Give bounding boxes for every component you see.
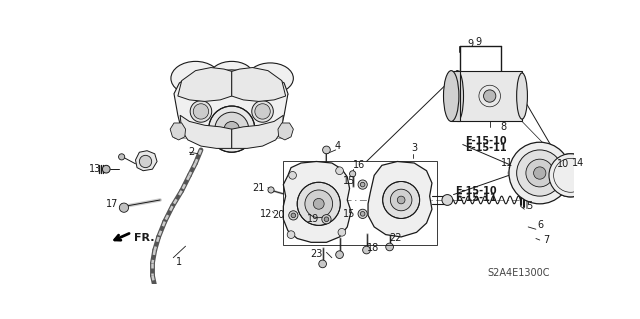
Circle shape [390, 189, 412, 211]
Circle shape [336, 167, 344, 174]
Text: 20: 20 [272, 210, 284, 220]
Text: 17: 17 [106, 199, 118, 209]
Circle shape [289, 211, 298, 220]
Polygon shape [284, 161, 351, 242]
Circle shape [397, 196, 405, 204]
Circle shape [324, 217, 329, 221]
Circle shape [322, 215, 331, 224]
Polygon shape [232, 68, 285, 101]
Circle shape [140, 155, 152, 168]
Text: 9: 9 [475, 37, 481, 47]
Circle shape [297, 182, 340, 226]
Circle shape [305, 190, 333, 218]
Circle shape [383, 182, 420, 219]
Circle shape [516, 150, 563, 196]
Text: 5: 5 [527, 201, 533, 211]
Circle shape [358, 180, 367, 189]
Polygon shape [232, 115, 284, 148]
Text: E-15-10: E-15-10 [465, 136, 507, 146]
Text: 6: 6 [538, 220, 543, 230]
Circle shape [386, 243, 394, 251]
Polygon shape [174, 70, 288, 148]
Circle shape [349, 171, 356, 177]
Polygon shape [458, 70, 522, 122]
Circle shape [252, 101, 273, 122]
Circle shape [534, 167, 546, 179]
Circle shape [363, 246, 371, 254]
Circle shape [119, 203, 129, 212]
Circle shape [287, 231, 295, 239]
Text: S2A4E1300C: S2A4E1300C [488, 268, 550, 278]
Ellipse shape [451, 70, 463, 122]
Polygon shape [278, 123, 293, 140]
Circle shape [358, 209, 367, 219]
Circle shape [289, 172, 296, 179]
Circle shape [360, 182, 365, 187]
Polygon shape [136, 151, 157, 171]
Text: 11: 11 [501, 158, 513, 168]
Circle shape [319, 260, 326, 268]
Text: FR.: FR. [134, 234, 154, 243]
Circle shape [215, 112, 249, 146]
Text: 10: 10 [557, 159, 569, 169]
Text: E-15-11: E-15-11 [455, 193, 497, 204]
Circle shape [102, 165, 110, 173]
Text: 23: 23 [310, 249, 323, 259]
Text: 3: 3 [411, 143, 417, 153]
Text: 13: 13 [90, 164, 102, 174]
Circle shape [442, 195, 452, 205]
Circle shape [291, 213, 296, 218]
Text: 22: 22 [390, 234, 402, 243]
Circle shape [336, 251, 344, 258]
Text: 18: 18 [367, 243, 379, 253]
Ellipse shape [444, 70, 459, 122]
Text: 15: 15 [344, 209, 356, 219]
Circle shape [268, 187, 274, 193]
Ellipse shape [210, 61, 253, 89]
Ellipse shape [247, 63, 293, 94]
Circle shape [255, 104, 270, 119]
Text: 4: 4 [334, 141, 340, 151]
Text: 15: 15 [344, 176, 356, 186]
Circle shape [549, 154, 592, 197]
Circle shape [338, 228, 346, 236]
Circle shape [224, 122, 239, 137]
Circle shape [323, 146, 330, 154]
Text: 12: 12 [260, 209, 273, 219]
Circle shape [118, 154, 125, 160]
Text: 2: 2 [189, 147, 195, 157]
Text: 1: 1 [177, 256, 182, 267]
Polygon shape [178, 68, 232, 101]
Polygon shape [368, 161, 432, 237]
Ellipse shape [516, 73, 527, 119]
Circle shape [314, 198, 324, 209]
Text: E-15-10: E-15-10 [455, 186, 497, 196]
Circle shape [360, 211, 365, 216]
Circle shape [193, 104, 209, 119]
Text: E-15-11: E-15-11 [465, 143, 507, 153]
Circle shape [190, 101, 212, 122]
Text: 7: 7 [543, 235, 549, 245]
Circle shape [484, 90, 496, 102]
Text: 8: 8 [500, 122, 507, 132]
Circle shape [526, 159, 554, 187]
Circle shape [509, 142, 570, 204]
Text: 19: 19 [307, 214, 319, 224]
Text: 16: 16 [353, 160, 365, 170]
Bar [284, 161, 437, 245]
Text: 21: 21 [253, 183, 265, 193]
Ellipse shape [171, 61, 220, 95]
Text: 9: 9 [467, 40, 474, 49]
Polygon shape [451, 70, 460, 122]
Circle shape [209, 106, 255, 152]
Polygon shape [180, 115, 232, 148]
Text: 14: 14 [572, 158, 584, 168]
Polygon shape [170, 123, 186, 140]
